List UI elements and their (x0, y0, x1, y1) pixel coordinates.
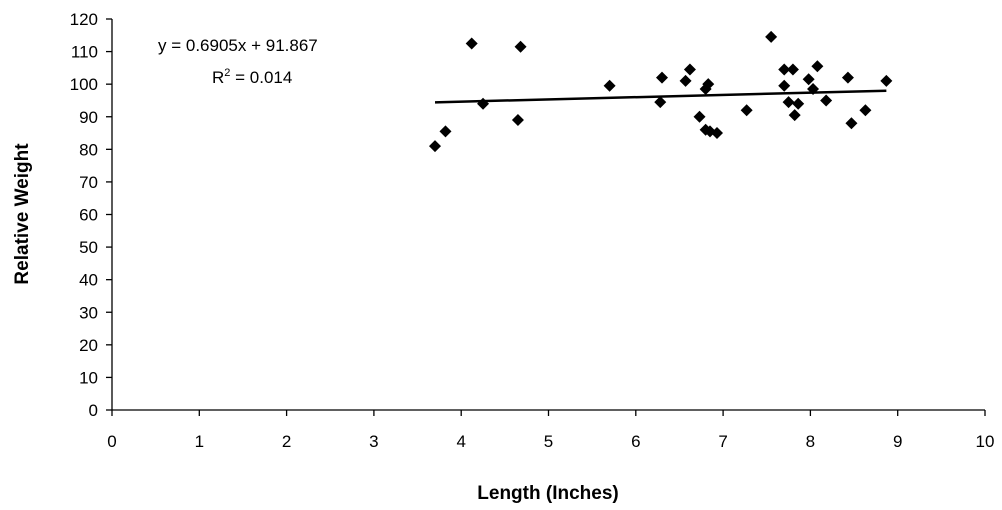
data-point (786, 63, 799, 76)
data-point (820, 94, 833, 107)
x-tick-label: 8 (806, 432, 815, 451)
data-point (740, 104, 753, 117)
data-point (683, 63, 696, 76)
data-point (841, 71, 854, 84)
x-tick-label: 9 (893, 432, 902, 451)
y-ticks: 0 10 20 30 40 50 60 70 80 90 100 110 120 (70, 10, 112, 420)
data-point (788, 109, 801, 122)
x-axis-title: Length (Inches) (477, 483, 618, 504)
y-tick-label: 120 (70, 10, 98, 29)
data-point (654, 96, 667, 109)
data-point (477, 97, 490, 110)
data-point (514, 40, 527, 53)
data-point (679, 74, 692, 87)
data-point (811, 60, 824, 73)
x-tick-label: 7 (718, 432, 727, 451)
r-squared-value: = 0.014 (230, 68, 292, 87)
data-point (511, 114, 524, 127)
x-tick-label: 5 (544, 432, 553, 451)
y-tick-label: 70 (79, 173, 98, 192)
x-tick-label: 6 (631, 432, 640, 451)
data-point (845, 117, 858, 130)
data-points (429, 30, 893, 153)
y-tick-label: 80 (79, 140, 98, 159)
data-point (880, 74, 893, 87)
y-tick-label: 0 (89, 401, 98, 420)
y-tick-label: 50 (79, 238, 98, 257)
x-tick-label: 1 (195, 432, 204, 451)
data-point (782, 96, 795, 109)
data-point (765, 30, 778, 43)
y-tick-label: 110 (71, 43, 98, 62)
data-point (778, 79, 791, 92)
x-tick-label: 10 (976, 432, 995, 451)
data-point (429, 140, 442, 153)
y-tick-label: 10 (79, 368, 98, 387)
y-tick-label: 40 (79, 271, 98, 290)
data-point (778, 63, 791, 76)
data-point (693, 110, 706, 123)
data-point (710, 127, 723, 140)
data-point (859, 104, 872, 117)
data-point (802, 73, 815, 86)
data-point (807, 83, 820, 96)
y-tick-label: 30 (79, 303, 98, 322)
y-axis-title: Relative Weight (12, 143, 33, 285)
r-squared-superscript: 2 (224, 67, 230, 79)
data-point (702, 78, 715, 91)
data-point (439, 125, 452, 138)
data-point (655, 71, 668, 84)
x-tick-label: 3 (369, 432, 378, 451)
trendline-equation: y = 0.6905x + 91.867 (158, 36, 318, 55)
r-squared-label: R2 = 0.014 (212, 67, 292, 87)
r-squared-prefix: R (212, 68, 224, 87)
x-tick-label: 0 (107, 432, 116, 451)
data-point (465, 37, 478, 50)
y-tick-label: 60 (79, 206, 98, 225)
y-tick-label: 20 (79, 336, 98, 355)
x-tick-label: 2 (282, 432, 291, 451)
data-point (603, 79, 616, 92)
data-point (792, 97, 805, 110)
y-tick-label: 90 (79, 108, 98, 127)
x-tick-label: 4 (456, 432, 465, 451)
y-tick-label: 100 (70, 75, 98, 94)
x-ticks: 0 1 2 3 4 5 6 7 8 9 10 (107, 410, 994, 451)
